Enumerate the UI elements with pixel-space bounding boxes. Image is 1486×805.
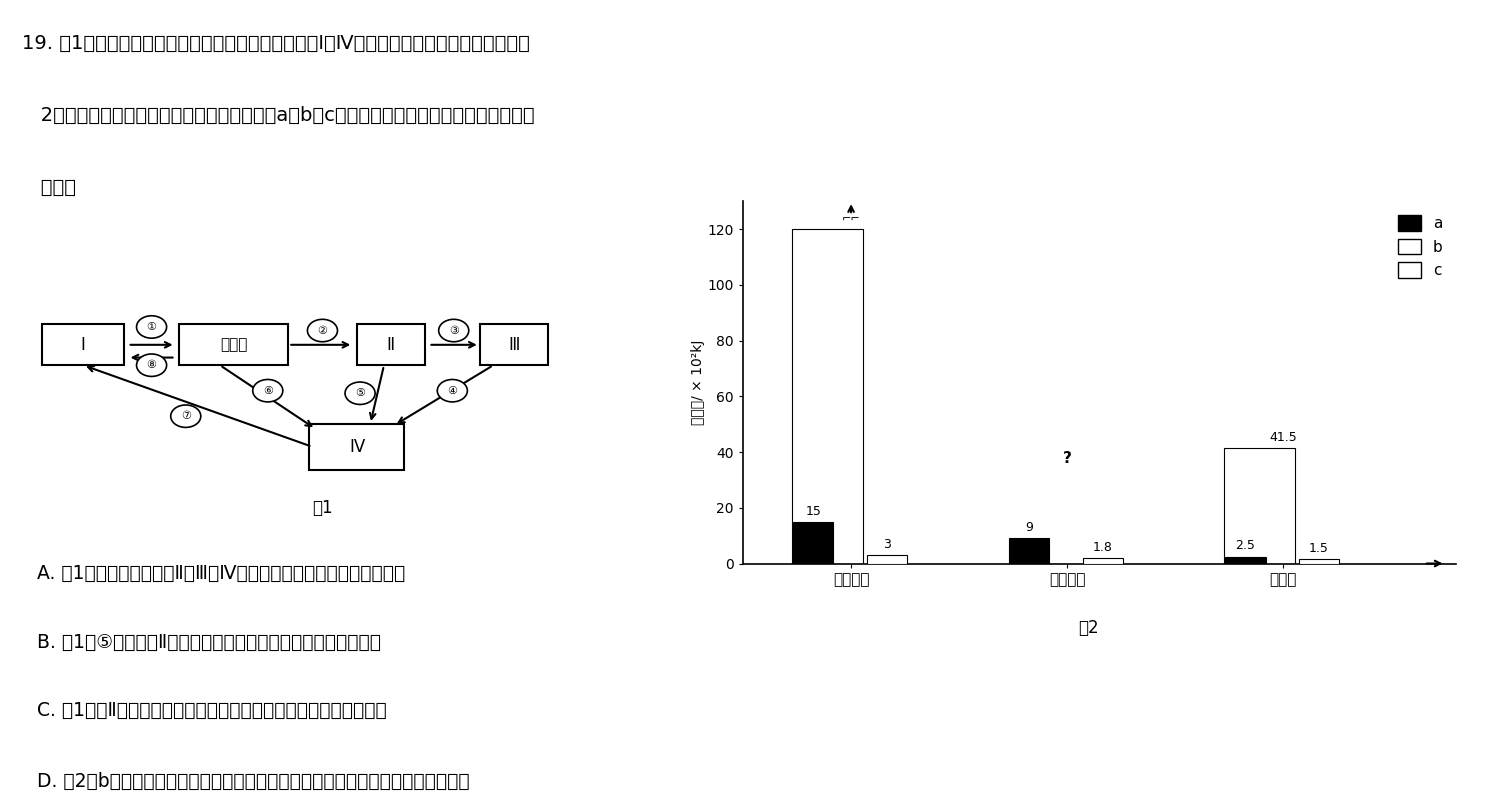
Legend: a, b, c: a, b, c (1391, 208, 1449, 284)
Circle shape (437, 379, 468, 402)
Text: ②: ② (318, 325, 327, 336)
Bar (357, 324, 425, 365)
Text: ⌐⌐: ⌐⌐ (841, 215, 860, 225)
Text: B. 图1中⑤如果表示Ⅱ的粪便中的能量，则属于生产者同化的能量: B. 图1中⑤如果表示Ⅱ的粪便中的能量，则属于生产者同化的能量 (37, 633, 380, 651)
Text: 15: 15 (805, 505, 822, 518)
Bar (1083, 559, 1123, 564)
Bar (1224, 556, 1266, 564)
Text: D. 图2中b代表生产者的能量，且该生态系统中能量传递效率随营养级的升高而升高: D. 图2中b代表生产者的能量，且该生态系统中能量传递效率随营养级的升高而升高 (37, 772, 470, 791)
Text: 确的是: 确的是 (22, 178, 76, 197)
Bar (1224, 448, 1296, 564)
Text: 3: 3 (883, 538, 890, 551)
Text: 生产者: 生产者 (220, 337, 247, 353)
Text: ⑦: ⑦ (181, 411, 190, 421)
Text: 19. 图1为某草原生态系统中部分碳循环示意图，其中Ⅰ～Ⅳ代表生态系统的不同组成成分；图: 19. 图1为某草原生态系统中部分碳循环示意图，其中Ⅰ～Ⅳ代表生态系统的不同组成… (22, 34, 531, 53)
Text: ③: ③ (449, 325, 459, 336)
Circle shape (308, 320, 337, 342)
Text: 9: 9 (1025, 522, 1033, 535)
Circle shape (171, 405, 201, 427)
Y-axis label: 能量值/ × 10²kJ: 能量值/ × 10²kJ (691, 340, 704, 425)
Text: ⑥: ⑥ (263, 386, 273, 396)
Text: ①: ① (147, 322, 156, 332)
Text: Ⅲ: Ⅲ (508, 336, 520, 354)
Bar (309, 423, 404, 470)
Bar (178, 324, 288, 365)
Bar (480, 324, 548, 365)
Text: 1.5: 1.5 (1309, 542, 1328, 555)
Text: A. 图1中能量沿生产者、Ⅱ、Ⅲ和Ⅳ构成的食物链单向流动且逐级递减: A. 图1中能量沿生产者、Ⅱ、Ⅲ和Ⅳ构成的食物链单向流动且逐级递减 (37, 564, 406, 583)
Text: C. 图1所示Ⅱ的能量流动去向缺少呼吸作用中以热能形式散失的部分: C. 图1所示Ⅱ的能量流动去向缺少呼吸作用中以热能形式散失的部分 (37, 701, 386, 720)
Text: 2为该生态系统二年内能量流动的部分数据（a、b、c表示不同的营养级）。下列有关叙述正: 2为该生态系统二年内能量流动的部分数据（a、b、c表示不同的营养级）。下列有关叙… (22, 106, 535, 125)
Text: ④: ④ (447, 386, 458, 396)
Text: 图1: 图1 (312, 499, 333, 517)
Bar (794, 522, 834, 563)
Text: ⑧: ⑧ (147, 360, 156, 370)
Bar (866, 555, 906, 563)
Circle shape (137, 316, 166, 338)
Text: 图2: 图2 (1079, 619, 1100, 638)
Text: ?: ? (1062, 451, 1071, 466)
Text: 1.8: 1.8 (1092, 541, 1113, 555)
Circle shape (253, 379, 282, 402)
Circle shape (345, 382, 374, 404)
Text: Ⅱ: Ⅱ (386, 336, 395, 354)
Text: 41.5: 41.5 (1269, 431, 1297, 444)
Text: Ⅰ: Ⅰ (80, 336, 86, 354)
Bar (792, 229, 863, 564)
Bar (42, 324, 125, 365)
Text: 2.5: 2.5 (1235, 539, 1256, 552)
Circle shape (137, 354, 166, 377)
Circle shape (438, 320, 468, 342)
Text: ⑤: ⑤ (355, 388, 366, 398)
Text: Ⅳ: Ⅳ (349, 438, 364, 456)
Bar (1299, 559, 1339, 563)
Bar (1009, 539, 1049, 564)
